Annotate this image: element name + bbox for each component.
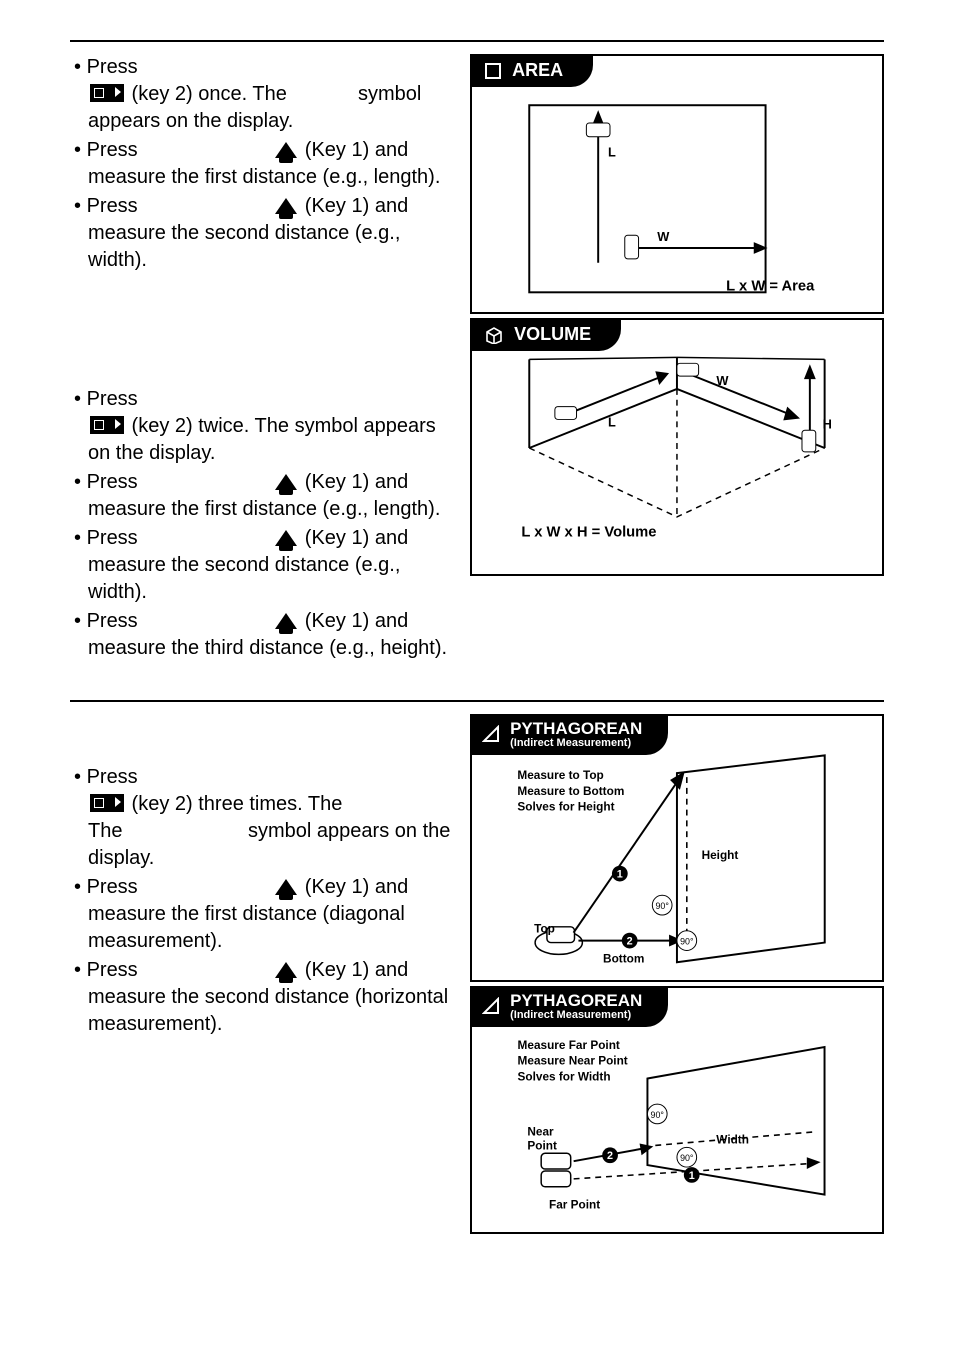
area-title: AREA — [470, 54, 593, 87]
triangle-icon — [482, 997, 500, 1015]
bullet: Press (Key 1) and measure the first dist… — [70, 874, 452, 955]
svg-text:L: L — [608, 414, 616, 429]
svg-text:Solves for Height: Solves for Height — [517, 800, 614, 814]
bullet: Press (Key 1) and measure the second dis… — [70, 957, 452, 1038]
bullet: Press (Key 1) and measure the first dist… — [70, 469, 452, 523]
pythagorean-section: Press (key 2) three times. The The symbo… — [70, 700, 884, 1234]
svg-text:Measure Far Point: Measure Far Point — [518, 1038, 620, 1052]
pyth2-title: PYTHAGOREAN (Indirect Measurement) — [470, 986, 668, 1027]
key2-icon — [90, 416, 124, 434]
bullet: Press (Key 1) and measure the second dis… — [70, 525, 452, 606]
area-volume-section: Press (key 2) once. The symbol appears o… — [70, 40, 884, 664]
svg-text:1: 1 — [689, 1170, 695, 1182]
svg-text:L x W = Area: L x W = Area — [726, 278, 815, 294]
area-diagram: L W L x W = Area — [472, 56, 882, 312]
svg-text:Point: Point — [527, 1138, 557, 1152]
svg-text:Measure Near Point: Measure Near Point — [518, 1054, 628, 1068]
triangle-icon — [482, 725, 500, 743]
svg-text:H: H — [823, 416, 832, 431]
svg-text:L x W x H = Volume: L x W x H = Volume — [521, 525, 656, 541]
bullet: Press (key 2) three times. The The symbo… — [70, 764, 452, 872]
bullet: Press (key 2) twice. The symbol appears … — [70, 386, 452, 467]
key1-icon — [275, 962, 297, 978]
key1-icon — [275, 530, 297, 546]
pythagorean-text: Press (key 2) three times. The The symbo… — [70, 714, 452, 1234]
svg-text:L: L — [608, 144, 616, 159]
svg-text:W: W — [716, 373, 729, 388]
bullet: Press (Key 1) and measure the second dis… — [70, 193, 452, 274]
svg-text:Width: Width — [716, 1132, 749, 1146]
svg-text:Measure to Bottom: Measure to Bottom — [517, 784, 624, 798]
key1-icon — [275, 879, 297, 895]
svg-text:Bottom: Bottom — [603, 951, 644, 965]
area-figure: AREA L W L x W = Area — [470, 54, 884, 314]
key1-icon — [275, 198, 297, 214]
svg-text:90°: 90° — [651, 1110, 665, 1120]
svg-text:90°: 90° — [680, 937, 694, 947]
pyth1-diagram: Measure to Top Measure to Bottom Solves … — [472, 716, 882, 980]
key2-icon — [90, 794, 124, 812]
key2-icon — [90, 84, 124, 102]
volume-figure: VOLUME L — [470, 318, 884, 576]
key1-icon — [275, 613, 297, 629]
cube-icon — [484, 326, 504, 344]
divider — [70, 40, 884, 42]
area-volume-text: Press (key 2) once. The symbol appears o… — [70, 54, 452, 664]
svg-text:Measure to Top: Measure to Top — [517, 768, 603, 782]
svg-text:Top: Top — [534, 922, 555, 936]
key1-icon — [275, 142, 297, 158]
volume-diagram: L W H L x W x H = Volume — [472, 320, 882, 574]
pyth1-figure: PYTHAGOREAN (Indirect Measurement) Measu… — [470, 714, 884, 982]
svg-text:Solves for Width: Solves for Width — [518, 1069, 611, 1083]
bullet: Press (Key 1) and measure the third dist… — [70, 608, 452, 662]
pyth2-figure: PYTHAGOREAN (Indirect Measurement) Measu… — [470, 986, 884, 1234]
svg-text:Near: Near — [527, 1125, 554, 1139]
bullet: Press (Key 1) and measure the first dist… — [70, 137, 452, 191]
svg-text:90°: 90° — [656, 901, 670, 911]
svg-text:W: W — [657, 229, 670, 244]
bullet: Press (key 2) once. The symbol appears o… — [70, 54, 452, 135]
volume-title: VOLUME — [470, 318, 621, 351]
square-icon — [484, 62, 502, 80]
svg-text:90°: 90° — [680, 1153, 694, 1163]
divider — [70, 700, 884, 702]
svg-text:2: 2 — [627, 936, 633, 948]
svg-text:Far Point: Far Point — [549, 1197, 600, 1211]
svg-text:2: 2 — [607, 1150, 613, 1162]
pyth1-title: PYTHAGOREAN (Indirect Measurement) — [470, 714, 668, 755]
svg-text:1: 1 — [617, 869, 623, 881]
svg-text:Height: Height — [702, 848, 739, 862]
key1-icon — [275, 474, 297, 490]
